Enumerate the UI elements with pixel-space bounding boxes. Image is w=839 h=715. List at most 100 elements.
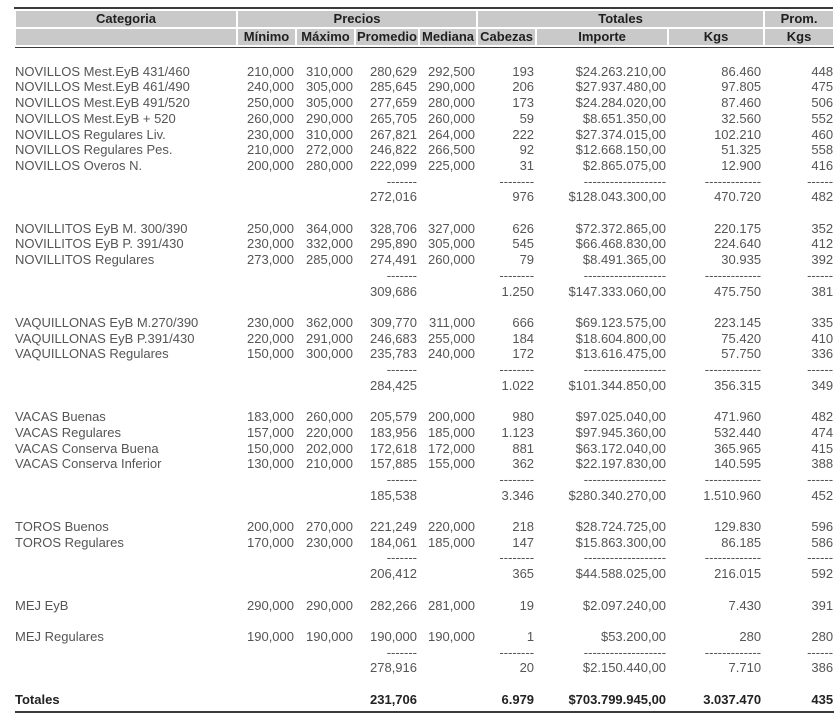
- amount-cell: $2.865.075,00: [582, 157, 667, 173]
- category-cell: VACAS Conserva Inferior: [15, 456, 162, 472]
- min-cell: 230,000: [247, 236, 294, 252]
- data-row: NOVILLITOS Regulares 273,000 285,000 274,49…: [15, 252, 834, 268]
- category-cell: MEJ EyB: [15, 597, 69, 613]
- min-cell: 250,000: [247, 95, 294, 111]
- data-row: NOVILLOS Mest.EyB 461/490 240,000 305,000 2…: [15, 79, 834, 95]
- kgs-cell: 87.460: [721, 95, 762, 111]
- totals-label: Totales: [15, 691, 60, 707]
- amount-cell: $97.025.040,00: [575, 409, 667, 425]
- heads-dash-cell: --------: [499, 267, 535, 283]
- spacer-row: [15, 676, 834, 692]
- data-row: NOVILLOS Mest.EyB + 520 260,000 290,000 265…: [15, 111, 834, 127]
- heads-cell: 147: [512, 534, 535, 550]
- category-cell: [15, 660, 237, 676]
- kgs-total-cell: 3.037.470: [703, 691, 762, 707]
- median-subtotal-cell: [419, 284, 477, 300]
- category-cell: NOVILLOS Mest.EyB + 520: [15, 110, 176, 126]
- kgs-cell: 7.430: [728, 597, 762, 613]
- header-prom: Prom.: [763, 9, 836, 29]
- kgs-cell: 129.830: [714, 519, 762, 535]
- amount-cell: $8.491.365,00: [582, 252, 667, 268]
- spacer-cell: [15, 205, 834, 221]
- data-row: NOVILLITOS EyB P. 391/430 230,000 332,000 2…: [15, 236, 834, 252]
- avg-cell: 282,266: [370, 597, 417, 613]
- amount-cell: $13.616.475,00: [575, 346, 667, 362]
- avg-cell: 183,956: [370, 424, 417, 440]
- amount-total-cell: $703.799.945,00: [568, 691, 667, 707]
- amount-cell: $27.937.480,00: [575, 79, 667, 95]
- category-cell: NOVILLITOS EyB P. 391/430: [15, 236, 184, 252]
- spacer-row: [15, 393, 834, 409]
- amount-cell: $72.372.865,00: [575, 220, 667, 236]
- avg_kgs-cell: 482: [811, 409, 834, 425]
- kgs-subtotal-cell: 470.720: [714, 189, 762, 205]
- header-totales: Totales: [476, 9, 766, 29]
- max-cell: 230,000: [306, 534, 353, 550]
- heads-cell: 59: [519, 110, 535, 126]
- category-cell: [15, 284, 237, 300]
- kgs-cell: 365.965: [714, 440, 762, 456]
- kgs-cell: 32.560: [721, 110, 762, 126]
- header-mediana: Mediana: [417, 27, 479, 47]
- spacer-cell: [15, 299, 834, 315]
- dash-separator-row: ------- -------- ------------------- ------…: [15, 645, 834, 661]
- spacer-row: [15, 48, 834, 64]
- avg_kgs-dash-cell: ------: [807, 173, 834, 189]
- avg-cell: 328,706: [370, 220, 417, 236]
- avg-total-cell: 231,706: [370, 691, 417, 707]
- avg-cell: 265,705: [370, 110, 417, 126]
- heads-cell: 184: [512, 330, 535, 346]
- median-cell: 240,000: [428, 346, 476, 362]
- kgs-cell: 471.960: [714, 409, 762, 425]
- heads-cell: 92: [519, 142, 535, 158]
- category-cell: [15, 268, 237, 284]
- min-subtotal-cell: [237, 566, 296, 582]
- min-subtotal-cell: [237, 660, 296, 676]
- amount-subtotal-cell: $128.043.300,00: [568, 189, 667, 205]
- median-cell: 190,000: [428, 628, 476, 644]
- max-cell: 332,000: [306, 236, 353, 252]
- category-cell: [15, 566, 237, 582]
- category-cell: TOROS Regulares: [15, 534, 124, 550]
- spacer-cell: [15, 613, 834, 629]
- kgs-subtotal-cell: 1.510.960: [703, 487, 762, 503]
- amount-dash-cell: -------------------: [583, 550, 667, 566]
- min-cell: 200,000: [247, 519, 294, 535]
- category-cell: [15, 174, 237, 190]
- heads-cell: 19: [519, 597, 535, 613]
- heads-cell: 666: [512, 314, 535, 330]
- median-cell: 264,000: [428, 126, 476, 142]
- category-cell: [15, 550, 237, 566]
- data-row: VACAS Conserva Buena 150,000 202,000 172,61…: [15, 441, 834, 457]
- median-cell: 255,000: [428, 330, 476, 346]
- avg_kgs-cell: 448: [811, 63, 834, 79]
- amount-cell: $66.468.830,00: [575, 236, 667, 252]
- median-cell: 281,000: [428, 597, 476, 613]
- kgs-subtotal-cell: 356.315: [714, 377, 762, 393]
- data-row: VAQUILLONAS EyB P.391/430 220,000 291,000 2…: [15, 331, 834, 347]
- header-empty: [14, 27, 238, 47]
- spacer-cell: [15, 582, 834, 598]
- min-cell: 170,000: [247, 534, 294, 550]
- totals-row: Totales 231,706 6.979 $703.799.945,00 3.037.…: [15, 692, 834, 708]
- category-cell: VAQUILLONAS EyB M.270/390: [15, 314, 199, 330]
- subtotal-row: 206,412 365 $44.588.025,00 216.015 592: [15, 566, 834, 582]
- min-cell: 130,000: [247, 456, 294, 472]
- amount-cell: $97.945.360,00: [575, 424, 667, 440]
- data-row: VAQUILLONAS Regulares 150,000 300,000 235,7…: [15, 346, 834, 362]
- heads-cell: 173: [512, 95, 535, 111]
- amount-cell: $27.374.015,00: [575, 126, 667, 142]
- kgs-dash-cell: -------------: [704, 471, 762, 487]
- median-cell: 266,500: [428, 142, 476, 158]
- avg_kgs-cell: 392: [811, 252, 834, 268]
- avg-dash-cell: -------: [386, 267, 417, 283]
- header-kgs: Kgs: [667, 27, 766, 47]
- header-maximo: Máximo: [295, 27, 356, 47]
- max-subtotal-cell: [296, 488, 355, 504]
- data-row: VAQUILLONAS EyB M.270/390 230,000 362,000 3…: [15, 315, 834, 331]
- category-cell: MEJ Regulares: [15, 628, 104, 644]
- heads-cell: 545: [512, 236, 535, 252]
- kgs-cell: 86.460: [721, 63, 762, 79]
- avg-cell: 222,099: [370, 157, 417, 173]
- max-subtotal-cell: [296, 378, 355, 394]
